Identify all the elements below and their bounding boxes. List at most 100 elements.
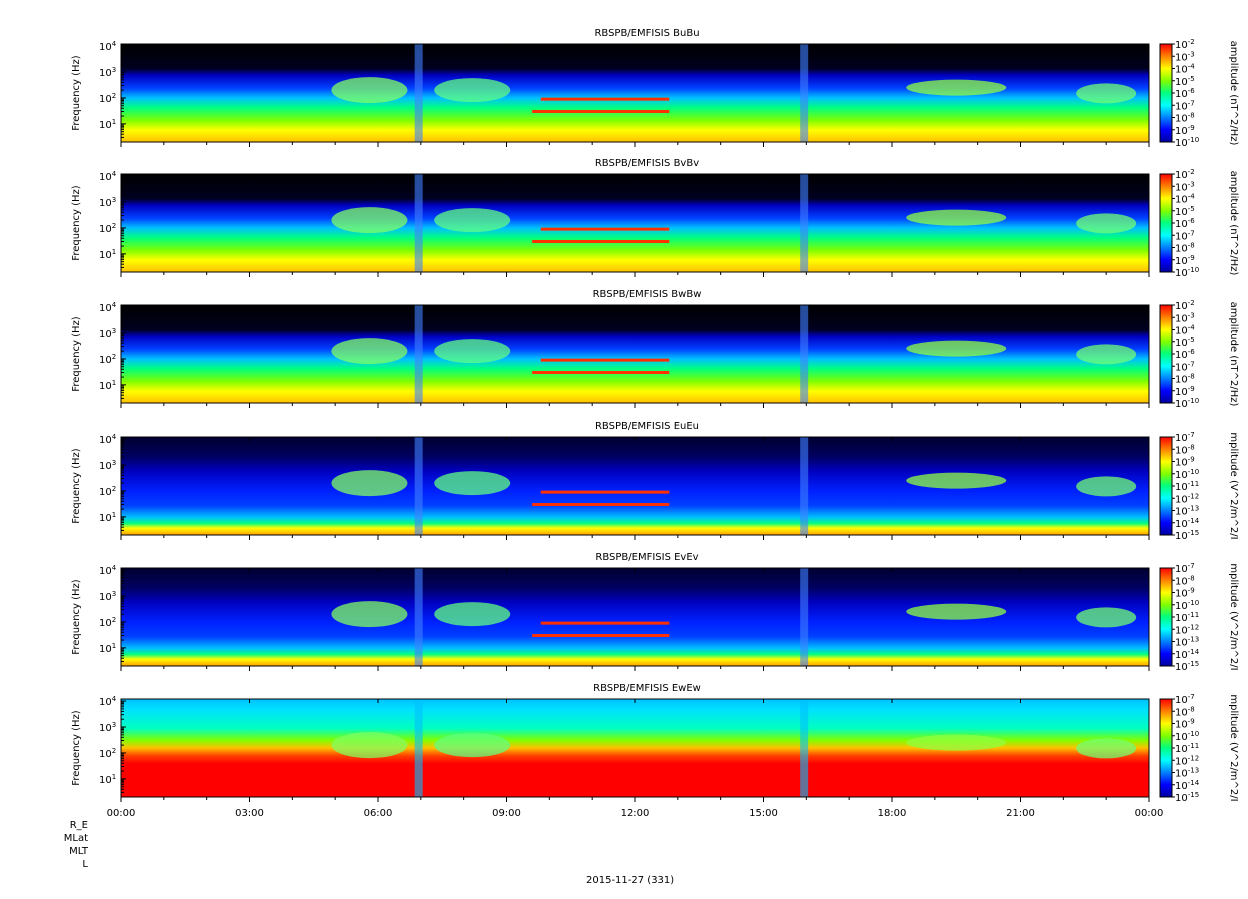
ephemeris-label-mlt: MLT [69, 846, 88, 857]
hiss-feature [906, 734, 1007, 751]
y-tick-label: 104 [99, 433, 117, 446]
hiss-feature [331, 77, 408, 104]
panel-bwbw: RBSPB/EMFISIS BwBw Frequency (Hz) 101 102 10… [71, 289, 1239, 410]
y-axis-label: Frequency (Hz) [71, 448, 82, 524]
y-tick-label: 103 [99, 196, 116, 209]
colorbar-tick-label: 10-9 [1175, 385, 1195, 398]
ephemeris-label-mlat: MLat [63, 833, 88, 844]
colorbar-tick-label: 10-7 [1175, 431, 1195, 444]
colorbar-tick-label: 10-14 [1175, 779, 1200, 792]
hiss-feature [1076, 83, 1137, 104]
hiss-feature [1076, 738, 1137, 759]
impulse-column [414, 44, 423, 142]
x-tick-label: 12:00 [621, 808, 650, 819]
hiss-feature [906, 340, 1007, 357]
colorbar-tick-label: 10-8 [1175, 112, 1195, 125]
panel-title: RBSPB/EMFISIS EvEv [595, 552, 698, 563]
hiss-feature [1076, 607, 1137, 628]
colorbar-tick-label: 10-6 [1175, 348, 1195, 361]
spectrogram-image [121, 568, 1149, 666]
colorbar-tick-label: 10-6 [1175, 87, 1195, 100]
y-tick-label: 102 [99, 92, 116, 105]
y-tick-label: 104 [99, 170, 117, 183]
impulse-column [800, 699, 809, 797]
panel-bubu: RBSPB/EMFISIS BuBu Frequency (Hz) 101 102 10… [71, 28, 1239, 149]
y-tick-label: 101 [99, 248, 116, 261]
colorbar-tick-label: 10-4 [1175, 63, 1195, 76]
colorbar-tick-label: 10-3 [1175, 50, 1195, 63]
y-tick-label: 103 [99, 590, 116, 603]
hiss-feature [1076, 476, 1137, 497]
hiss-feature [331, 470, 408, 497]
colorbar-tick-label: 10-10 [1175, 730, 1199, 743]
y-tick-label: 104 [99, 40, 117, 53]
ephemeris-label-re: R_E [69, 820, 88, 831]
y-tick-label: 102 [99, 222, 116, 235]
hiss-feature [906, 79, 1007, 96]
panel-title: RBSPB/EMFISIS BvBv [595, 158, 699, 169]
hiss-feature [331, 601, 408, 628]
colorbar [1159, 173, 1173, 273]
panel-ewew: RBSPB/EMFISIS EwEw Frequency (Hz) 101 102 10… [71, 683, 1239, 819]
colorbar [1159, 43, 1173, 143]
panel-bvbv: RBSPB/EMFISIS BvBv Frequency (Hz) 101 102 10… [71, 158, 1239, 279]
hiss-feature [1076, 213, 1137, 234]
colorbar-tick-label: 10-4 [1175, 324, 1195, 337]
spectrogram-image [121, 699, 1149, 797]
y-tick-label: 104 [99, 564, 117, 577]
colorbar-tick-label: 10-9 [1175, 456, 1195, 469]
colorbar-tick-label: 10-12 [1175, 754, 1199, 767]
colorbar-tick-label: 10-11 [1175, 480, 1199, 493]
impulse-column [800, 44, 809, 142]
x-tick-label: 00:00 [1135, 808, 1164, 819]
impulse-column [414, 305, 423, 403]
colorbar-label: amplitude (nT^2/Hz) [1228, 171, 1239, 276]
spectrogram-image [121, 44, 1149, 142]
hiss-feature [331, 338, 408, 365]
hiss-feature [906, 603, 1007, 620]
y-tick-label: 101 [99, 118, 116, 131]
y-axis-label: Frequency (Hz) [71, 316, 82, 392]
colorbar-tick-label: 10-7 [1175, 562, 1195, 575]
y-axis-label: Frequency (Hz) [71, 579, 82, 655]
colorbar-tick-label: 10-9 [1175, 587, 1195, 600]
x-tick-label: 06:00 [364, 808, 393, 819]
colorbar [1159, 436, 1173, 536]
colorbar-tick-label: 10-7 [1175, 99, 1195, 112]
y-tick-label: 103 [99, 327, 116, 340]
panel-title: RBSPB/EMFISIS EuEu [595, 421, 699, 432]
x-tick-label: 03:00 [235, 808, 264, 819]
impulse-column [414, 699, 423, 797]
colorbar-tick-label: 10-5 [1175, 75, 1195, 88]
y-tick-label: 101 [99, 773, 116, 786]
y-axis-label: Frequency (Hz) [71, 710, 82, 786]
hiss-feature [434, 78, 511, 103]
impulse-column [414, 174, 423, 272]
colorbar-tick-label: 10-7 [1175, 693, 1195, 706]
x-tick-label: 21:00 [1006, 808, 1035, 819]
y-tick-label: 102 [99, 747, 116, 760]
colorbar-tick-label: 10-10 [1175, 266, 1199, 279]
hiss-feature [434, 733, 511, 758]
y-tick-label: 103 [99, 66, 116, 79]
impulse-column [800, 437, 809, 535]
colorbar-tick-label: 10-3 [1175, 311, 1195, 324]
hiss-feature [906, 472, 1007, 489]
colorbar-tick-label: 10-6 [1175, 217, 1195, 230]
spectrogram-image [121, 174, 1149, 272]
impulse-column [800, 568, 809, 666]
colorbar-label: mplitude (V^2/m^2/I [1228, 432, 1239, 539]
y-axis-label: Frequency (Hz) [71, 55, 82, 131]
colorbar-tick-label: 10-4 [1175, 193, 1195, 206]
colorbar-tick-label: 10-8 [1175, 373, 1195, 386]
colorbar-tick-label: 10-12 [1175, 623, 1199, 636]
colorbar-tick-label: 10-7 [1175, 360, 1195, 373]
hiss-feature [906, 209, 1007, 226]
colorbar-tick-label: 10-15 [1175, 529, 1199, 542]
y-tick-label: 101 [99, 642, 116, 655]
colorbar-tick-label: 10-7 [1175, 229, 1195, 242]
colorbar-tick-label: 10-11 [1175, 742, 1199, 755]
impulse-column [414, 437, 423, 535]
y-tick-label: 102 [99, 353, 116, 366]
